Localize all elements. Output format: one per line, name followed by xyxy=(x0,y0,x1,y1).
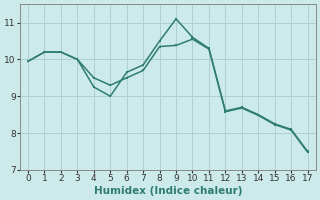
X-axis label: Humidex (Indice chaleur): Humidex (Indice chaleur) xyxy=(93,186,242,196)
